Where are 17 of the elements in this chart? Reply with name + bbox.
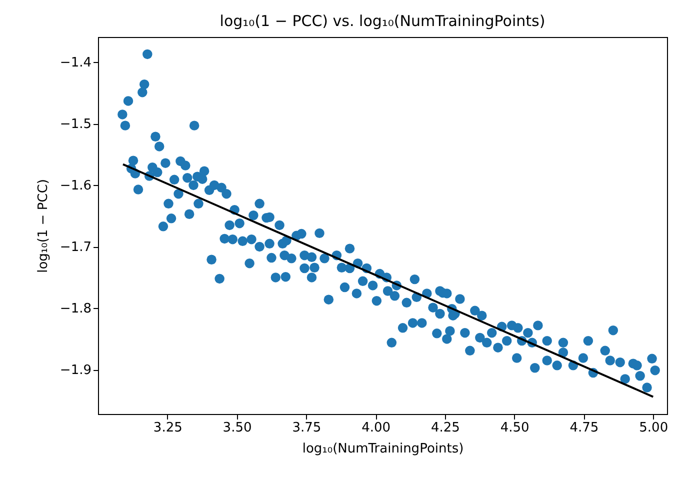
x-tick-label: 3.50 [222,420,252,436]
chart-title: log₁₀(1 − PCC) vs. log₁₀(NumTrainingPoints) [220,12,546,30]
x-tick-label: 4.00 [362,420,391,436]
x-axis-title: log₁₀(NumTrainingPoints) [302,442,464,456]
x-tick-label: 3.25 [153,420,182,436]
y-tick-label: −1.8 [60,302,92,317]
x-tick-label: 5.00 [639,420,668,436]
y-tick-label: −1.6 [60,178,92,194]
x-tick-label: 4.25 [430,420,460,436]
y-axis-title: log₁₀(1 − PCC) [36,179,51,273]
x-tick-label: 3.75 [292,420,322,436]
x-tick-label: 4.50 [500,420,530,436]
y-tick-label: −1.4 [60,56,92,71]
y-tick-label: −1.5 [60,117,92,132]
x-tick-label: 4.75 [570,420,599,436]
y-tick-label: −1.9 [60,363,92,378]
y-tick-label: −1.7 [60,240,92,256]
